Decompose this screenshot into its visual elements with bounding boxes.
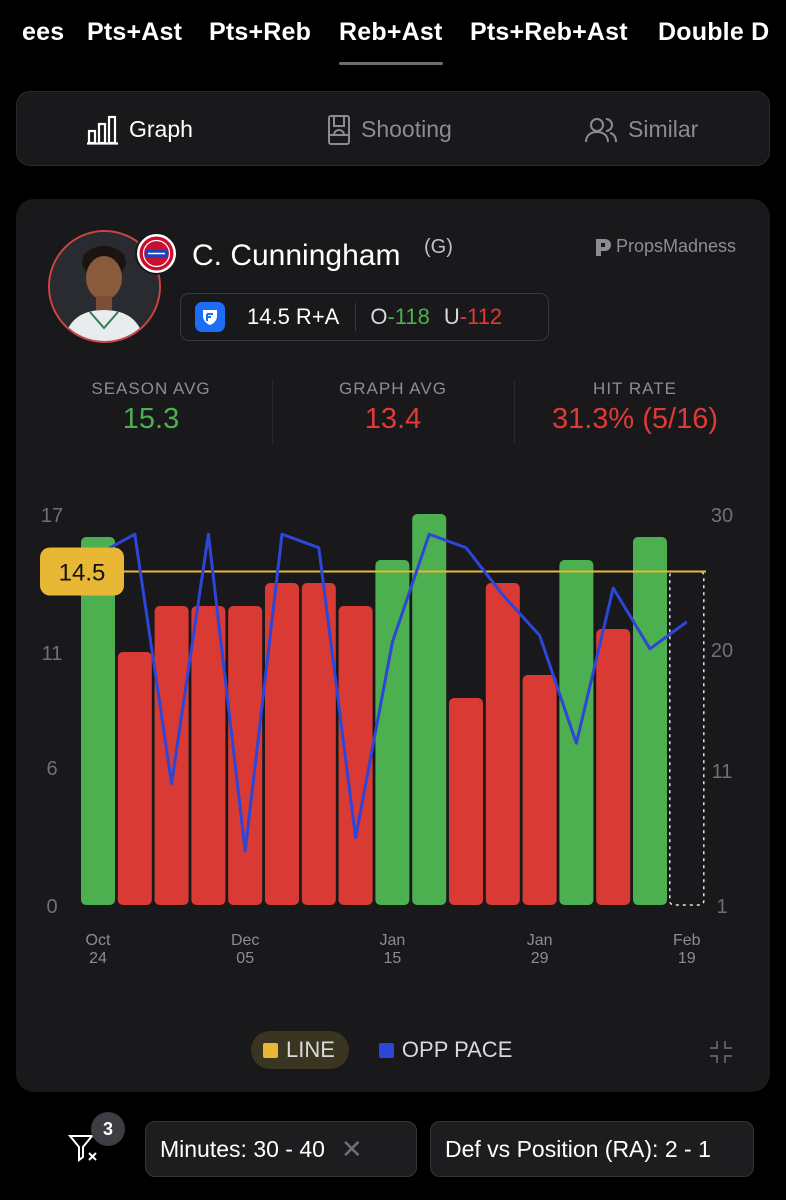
collapse-icon[interactable]: [708, 1039, 734, 1065]
player-card: C. Cunningham (G) PropsMadness 14.5 R+A …: [16, 199, 770, 1092]
bar-chart-icon: [87, 115, 118, 145]
line-value-text: 14.5: [59, 560, 106, 587]
right-axis-tick: 30: [711, 505, 733, 527]
player-position: (G): [424, 236, 453, 258]
hit-rate-stat: HIT RATE 31.3% (5/16): [510, 379, 760, 436]
opp-pace-line: [97, 532, 688, 853]
brand-logo-icon: [596, 238, 611, 256]
stat-tabs: ees Pts+Ast Pts+Reb Reb+Ast Pts+Reb+Ast Doubl…: [0, 0, 786, 66]
game-log-chart: 171160302011114.5Oct24Dec05Jan15Jan29Feb…: [40, 505, 733, 967]
tab-2[interactable]: Pts+Reb: [209, 18, 312, 46]
bar-game-7: [338, 606, 373, 905]
hit-rate-label: HIT RATE: [593, 379, 677, 398]
x-label-day: 24: [89, 950, 107, 967]
bar-game-4: [228, 606, 263, 905]
bar-game-8: [375, 560, 410, 905]
under-odds: -112: [459, 304, 503, 329]
tab-5[interactable]: Double D: [658, 18, 770, 46]
over-label: O: [370, 304, 388, 329]
stat-divider: [272, 381, 273, 443]
line-swatch: [263, 1042, 278, 1058]
bar-game-11: [485, 583, 520, 905]
chart-legend: LINE OPP PACE: [251, 1031, 512, 1069]
under-label: U: [443, 304, 460, 329]
right-axis-tick: 11: [712, 761, 733, 783]
legend-pace-label: OPP PACE: [401, 1037, 513, 1062]
graph-avg-stat: GRAPH AVG 13.4: [268, 379, 518, 436]
segment-shooting[interactable]: Shooting: [327, 92, 452, 167]
line-value-badge: [40, 547, 124, 596]
stat-divider: [514, 381, 515, 443]
team-logo: [135, 232, 178, 275]
graph-avg-label: GRAPH AVG: [339, 379, 447, 398]
bar-game-2: [154, 606, 189, 905]
bar-game-14: [596, 629, 631, 905]
hit-rate-value: 31.3% (5/16): [551, 403, 719, 435]
segment-similar-label: Similar: [628, 116, 699, 142]
left-axis-tick: 17: [41, 505, 63, 527]
bar-game-9: [412, 514, 447, 905]
bar-game-1: [117, 652, 152, 905]
season-avg-value: 15.3: [122, 403, 180, 435]
x-label-month: Jan: [527, 932, 553, 949]
prop-line-value: 14.5 R+A: [247, 304, 340, 329]
right-axis-tick: 20: [711, 640, 733, 662]
users-icon: [585, 117, 617, 142]
x-label-month: Dec: [231, 932, 259, 949]
bar-game-12: [522, 675, 557, 905]
segment-graph[interactable]: Graph: [87, 92, 193, 167]
x-label-day: 29: [531, 950, 549, 967]
remove-filter-icon[interactable]: ✕: [340, 1133, 363, 1164]
filter-chip-minutes-label: Minutes: 30 - 40: [160, 1135, 325, 1162]
legend-line-label: LINE: [286, 1037, 335, 1062]
legend-line-toggle[interactable]: LINE: [251, 1031, 349, 1069]
view-segmented-control: Graph Shooting Similar: [16, 91, 770, 166]
season-avg-label: SEASON AVG: [91, 379, 211, 398]
bar-game-5: [265, 583, 299, 905]
x-label-day: 15: [384, 950, 402, 967]
bar-game-13: [559, 560, 594, 905]
filter-chip-def-vs-position[interactable]: Def vs Position (RA): 2 - 1: [430, 1121, 754, 1177]
bar-game-3: [191, 606, 226, 905]
x-label-month: Jan: [380, 932, 406, 949]
bar-game-6: [301, 583, 336, 905]
bar-game-10: [449, 698, 483, 905]
divider: [355, 303, 357, 331]
bar-game-0: [81, 537, 115, 905]
x-label-day: 05: [236, 950, 254, 967]
tab-3[interactable]: Reb+Ast: [339, 18, 443, 65]
left-axis-tick: 11: [42, 643, 63, 665]
season-avg-stat: SEASON AVG 15.3: [26, 379, 276, 436]
filter-count-badge: 3: [91, 1112, 125, 1146]
over-odds: -118: [387, 304, 430, 329]
legend-pace-toggle[interactable]: OPP PACE: [378, 1037, 513, 1063]
right-axis-tick: 1: [716, 896, 727, 918]
tab-0[interactable]: ees: [22, 18, 65, 46]
x-label-day: 19: [678, 950, 696, 967]
player-name: C. Cunningham: [192, 239, 401, 272]
basketball-court-icon: [328, 114, 350, 145]
x-label-month: Oct: [86, 932, 111, 949]
filter-chip-def-label: Def vs Position (RA): 2 - 1: [445, 1135, 711, 1162]
segment-shooting-label: Shooting: [361, 116, 452, 142]
graph-avg-value: 13.4: [364, 403, 422, 435]
pistons-logo-icon: [139, 236, 174, 271]
tab-1[interactable]: Pts+Ast: [87, 18, 183, 46]
brand-name: PropsMadness: [616, 236, 737, 256]
x-label-month: Feb: [673, 932, 701, 949]
stats-row: SEASON AVG 15.3 GRAPH AVG 13.4 HIT RATE …: [16, 379, 770, 449]
bar-game-15: [633, 537, 667, 905]
filter-chip-minutes[interactable]: Minutes: 30 - 40 ✕: [145, 1121, 417, 1177]
pace-swatch: [378, 1042, 394, 1058]
tab-4[interactable]: Pts+Reb+Ast: [470, 18, 628, 46]
left-axis-tick: 6: [46, 758, 57, 780]
segment-graph-label: Graph: [129, 116, 193, 142]
prop-line-box[interactable]: 14.5 R+A O -118 U -112: [180, 293, 549, 341]
sportsbook-icon: [195, 302, 225, 332]
brand-watermark: PropsMadness: [594, 236, 736, 257]
left-axis-tick: 0: [46, 896, 57, 918]
segment-similar[interactable]: Similar: [584, 92, 698, 167]
upcoming-game-placeholder: [669, 570, 705, 906]
